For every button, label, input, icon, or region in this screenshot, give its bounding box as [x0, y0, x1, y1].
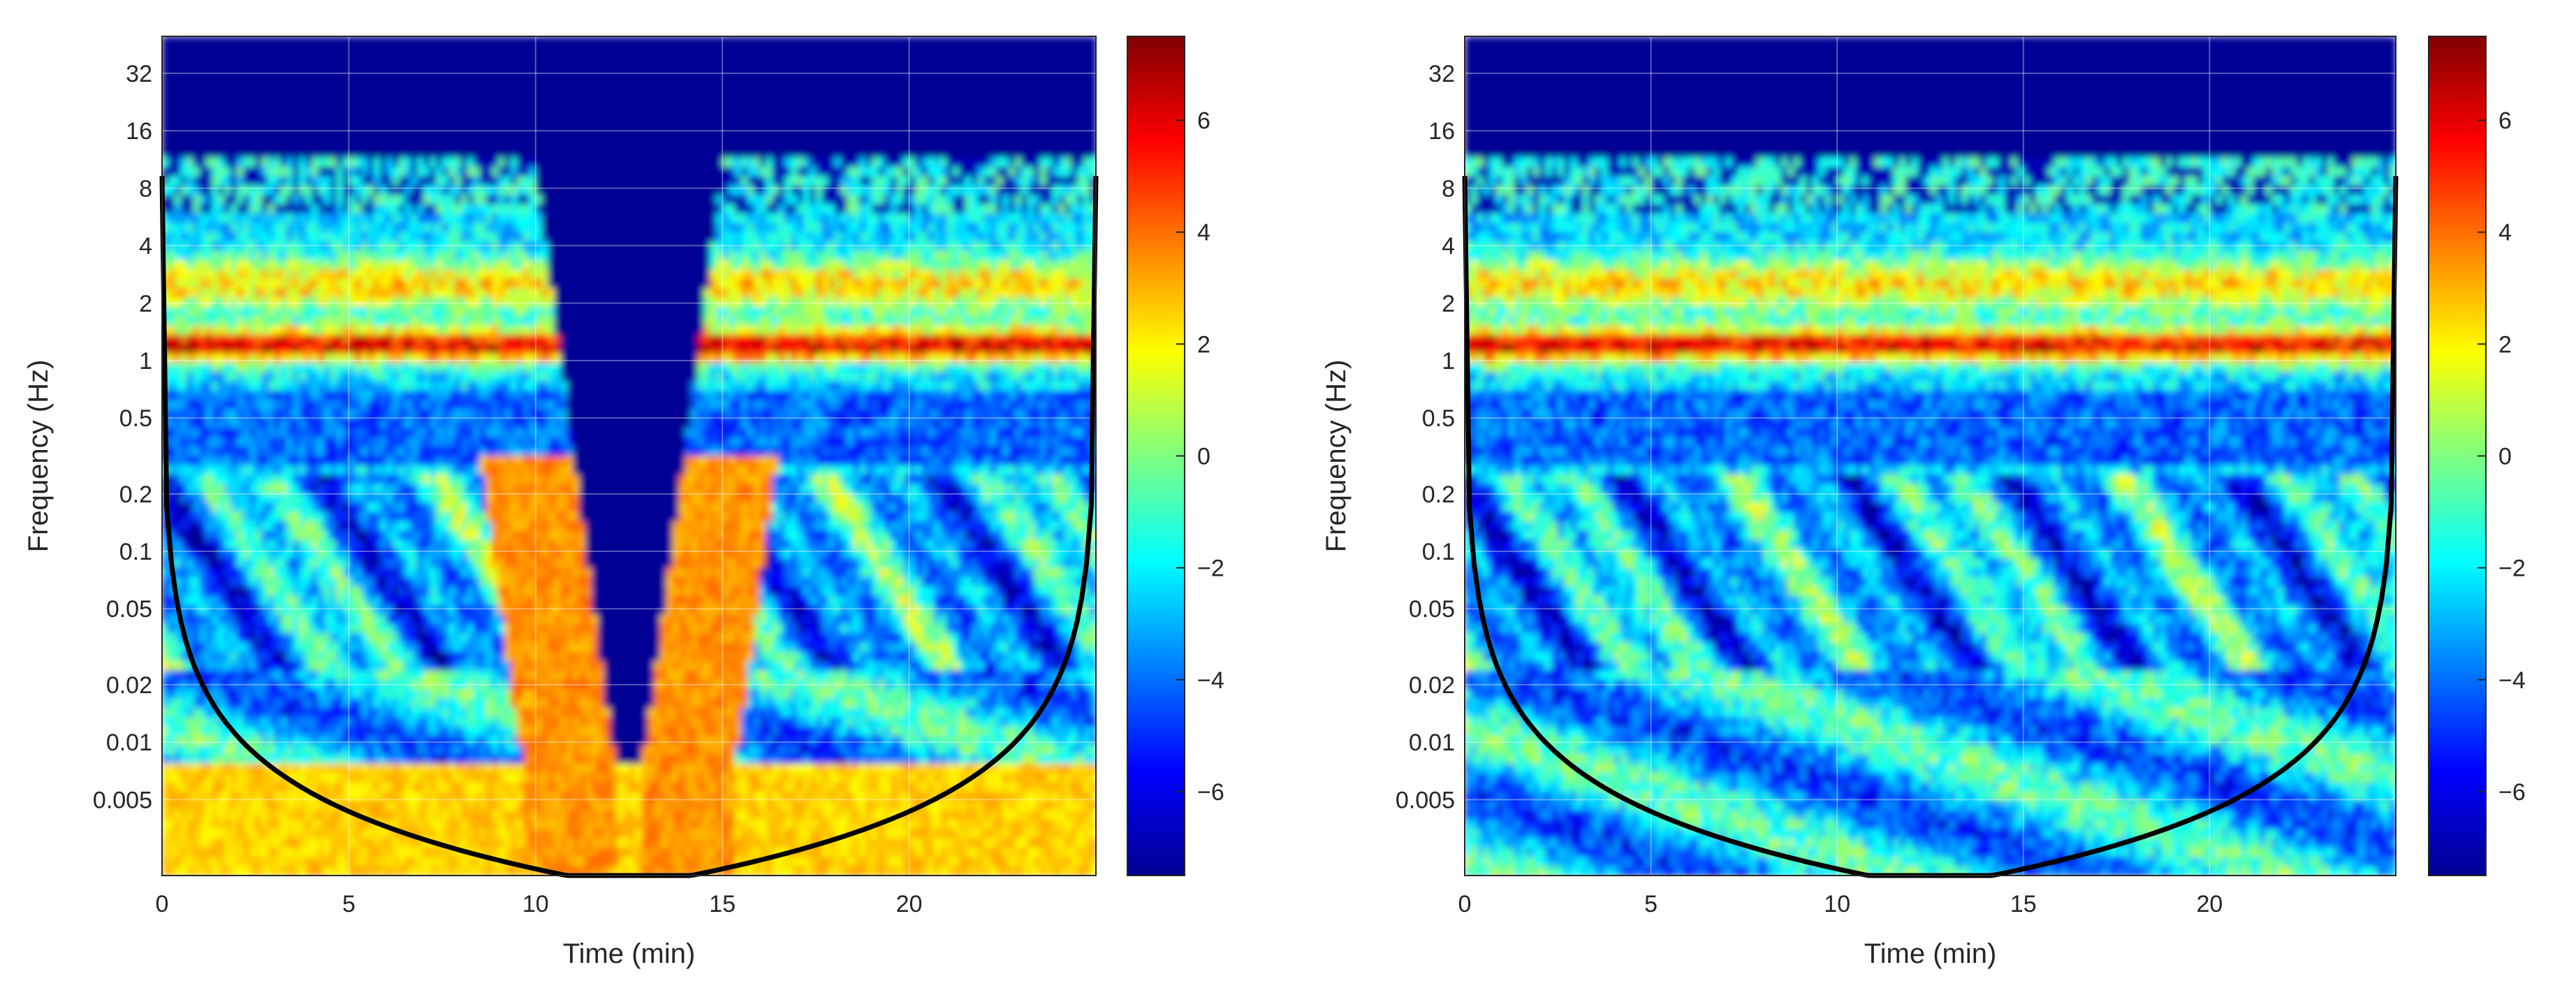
scalogram-heatmap [1465, 36, 2396, 876]
y-tick-label: 0.1 [119, 539, 152, 565]
y-tick-label: 16 [1428, 118, 1455, 145]
colorbar-tick-label: 0 [1197, 444, 1210, 470]
scalogram-heatmap [162, 36, 1096, 876]
colorbar-tick-label: 6 [1197, 108, 1210, 134]
plot-frame [161, 36, 1097, 876]
y-tick-label: 4 [1442, 233, 1455, 260]
y-tick-label: 0.2 [119, 481, 152, 508]
colorbar [1127, 36, 1185, 876]
x-tick-label: 15 [2010, 891, 2037, 917]
colorbar-tick-label: 6 [2498, 108, 2512, 134]
y-tick-label: 0.02 [106, 672, 152, 699]
x-tick-label: 0 [156, 891, 169, 917]
y-tick-label: 0.2 [1422, 481, 1455, 508]
grid [1464, 36, 2396, 876]
x-tick-label: 20 [2196, 891, 2223, 917]
y-tick-label: 2 [1442, 291, 1455, 317]
y-tick-label: 0.05 [1409, 596, 1455, 623]
x-axis-label: Time (min) [563, 938, 696, 969]
colorbar-tick-label: −6 [2498, 779, 2526, 806]
colorbar-tick-label: 2 [2498, 331, 2512, 358]
x-tick-label: 15 [709, 891, 736, 917]
y-axis-label: Frequency (Hz) [1321, 360, 1352, 553]
y-tick-label: 0.5 [1422, 405, 1455, 432]
y-tick-label: 1 [139, 348, 152, 375]
colorbar-tick-label: 4 [1197, 219, 1210, 246]
y-tick-label: 4 [139, 233, 152, 260]
y-tick-label: 32 [1428, 61, 1455, 87]
y-tick-label: 8 [139, 175, 152, 202]
y-tick-label: 0.02 [1409, 672, 1455, 699]
colorbar [2428, 36, 2487, 876]
scalogram-panel-2: 0 5 10 15 200.0050.010.020.050.10.20.5124816… [1321, 36, 2526, 969]
y-tick-label: 0.005 [93, 787, 152, 813]
colorbar-tick-label: 2 [1197, 331, 1210, 358]
plot-frame [1464, 36, 2396, 876]
x-tick-label: 20 [896, 891, 923, 917]
y-tick-label: 0.05 [106, 596, 152, 623]
x-tick-label: 5 [342, 891, 356, 917]
colorbar-tick-label: −4 [2498, 667, 2526, 694]
x-axis-label: Time (min) [1864, 938, 1997, 969]
x-tick-label: 10 [522, 891, 549, 917]
y-tick-label: 1 [1442, 348, 1455, 375]
x-tick-label: 0 [1458, 891, 1472, 917]
colorbar-tick-label: 4 [2498, 219, 2512, 246]
colorbar-tick-label: −4 [1197, 667, 1224, 694]
y-tick-label: 0.005 [1396, 787, 1455, 813]
colorbar-tick-label: 0 [2498, 444, 2512, 470]
colorbar-tick-label: −2 [2498, 556, 2526, 582]
scalogram-panel-1: 0 5 10 15 200.0050.010.020.050.10.20.5124816… [23, 36, 1224, 969]
y-tick-label: 8 [1442, 175, 1455, 202]
x-tick-label: 5 [1644, 891, 1657, 917]
y-tick-label: 0.1 [1422, 539, 1455, 565]
y-axis-label: Frequency (Hz) [23, 360, 54, 553]
y-tick-label: 2 [139, 291, 152, 317]
y-tick-label: 0.5 [119, 405, 152, 432]
y-tick-label: 0.01 [106, 729, 152, 756]
colorbar-tick-label: −2 [1197, 556, 1224, 582]
y-tick-label: 32 [126, 61, 152, 87]
y-tick-label: 16 [126, 118, 152, 145]
colorbar-tick-label: −6 [1197, 779, 1224, 806]
grid [161, 36, 1096, 876]
x-tick-label: 10 [1824, 891, 1850, 917]
y-tick-label: 0.01 [1409, 729, 1455, 756]
